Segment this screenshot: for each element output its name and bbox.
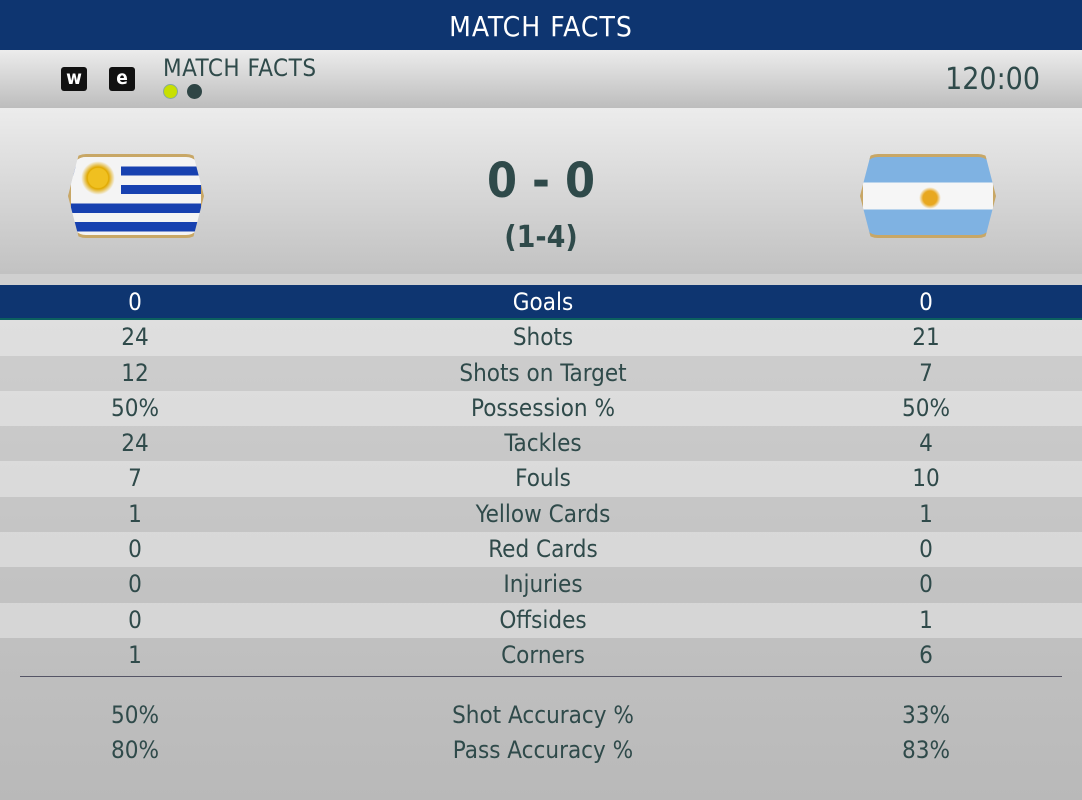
stat-row: 24 Tackles 4 — [0, 426, 1082, 461]
prev-page-key-button[interactable]: w — [61, 67, 87, 91]
stats-table: 0 Goals 0 24 Shots 21 12 Shots on Target 7 50% Pos… — [0, 285, 1082, 673]
stat-row: 0 Red Cards 0 — [0, 532, 1082, 568]
away-value: 6 — [919, 640, 933, 669]
home-value: 0 — [128, 288, 142, 316]
stat-label: Offsides — [499, 605, 587, 634]
stat-label: Red Cards — [488, 535, 598, 564]
stat-label: Pass Accuracy % — [452, 736, 634, 765]
away-value: 0 — [919, 288, 933, 316]
stat-label: Shots — [512, 323, 574, 352]
home-value: 0 — [128, 535, 142, 564]
stat-label: Shots on Target — [459, 358, 627, 387]
home-value: 1 — [128, 499, 142, 528]
page-dot[interactable] — [187, 84, 202, 99]
stat-label: Yellow Cards — [475, 499, 611, 528]
home-value: 12 — [121, 358, 149, 387]
scoreboard: 0 - 0 (1-4) — [0, 108, 1082, 274]
away-value: 50% — [902, 393, 950, 422]
next-page-key-button[interactable]: e — [109, 67, 135, 91]
argentina-flag-icon — [860, 154, 996, 238]
stat-row: 12 Shots on Target 7 — [0, 356, 1082, 391]
away-value: 10 — [912, 464, 940, 493]
section-title: MATCH FACTS — [163, 54, 317, 82]
stat-label: Fouls — [515, 464, 571, 493]
stat-label: Corners — [501, 640, 585, 669]
penalty-score: (1-4) — [504, 220, 578, 255]
away-value: 7 — [919, 358, 933, 387]
home-value: 50% — [111, 393, 159, 422]
divider — [20, 676, 1062, 677]
stat-row: 0 Injuries 0 — [0, 567, 1082, 602]
stat-row: 24 Shots 21 — [0, 320, 1082, 356]
away-value: 0 — [919, 570, 933, 599]
away-value: 1 — [919, 605, 933, 634]
away-value: 4 — [919, 429, 933, 458]
home-value: 0 — [128, 605, 142, 634]
match-clock: 120:00 — [945, 62, 1040, 97]
away-value: 83% — [902, 736, 950, 765]
home-value: 24 — [121, 429, 149, 458]
score: 0 - 0 — [486, 153, 596, 209]
stat-label: Possession % — [471, 393, 615, 422]
away-value: 21 — [912, 323, 940, 352]
stat-row: 7 Fouls 10 — [0, 461, 1082, 497]
accuracy-table: 50% Shot Accuracy % 33% 80% Pass Accuracy % 8… — [0, 698, 1082, 769]
stat-row: 0 Offsides 1 — [0, 602, 1082, 638]
stat-row: 50% Shot Accuracy % 33% — [0, 698, 1082, 733]
home-value: 50% — [111, 701, 159, 729]
stat-row: 0 Goals 0 — [0, 285, 1082, 321]
stat-label: Shot Accuracy % — [452, 701, 634, 729]
home-value: 7 — [128, 464, 142, 493]
home-value: 80% — [111, 736, 159, 765]
stat-label: Goals — [512, 288, 574, 316]
home-value: 24 — [121, 323, 149, 352]
uruguay-flag-icon — [68, 154, 204, 238]
page-dot-active[interactable] — [163, 84, 178, 99]
subheader: w e MATCH FACTS 120:00 — [0, 50, 1082, 108]
home-value: 0 — [128, 570, 142, 599]
stat-row: 1 Corners 6 — [0, 638, 1082, 673]
stat-row: 1 Yellow Cards 1 — [0, 497, 1082, 532]
home-value: 1 — [128, 640, 142, 669]
stat-label: Tackles — [504, 429, 582, 458]
away-value: 0 — [919, 535, 933, 564]
stat-row: 50% Possession % 50% — [0, 390, 1082, 427]
stat-row: 80% Pass Accuracy % 83% — [0, 733, 1082, 768]
away-value: 1 — [919, 499, 933, 528]
screen-title: MATCH FACTS — [0, 0, 1082, 50]
away-value: 33% — [902, 701, 950, 729]
stat-label: Injuries — [503, 570, 583, 599]
